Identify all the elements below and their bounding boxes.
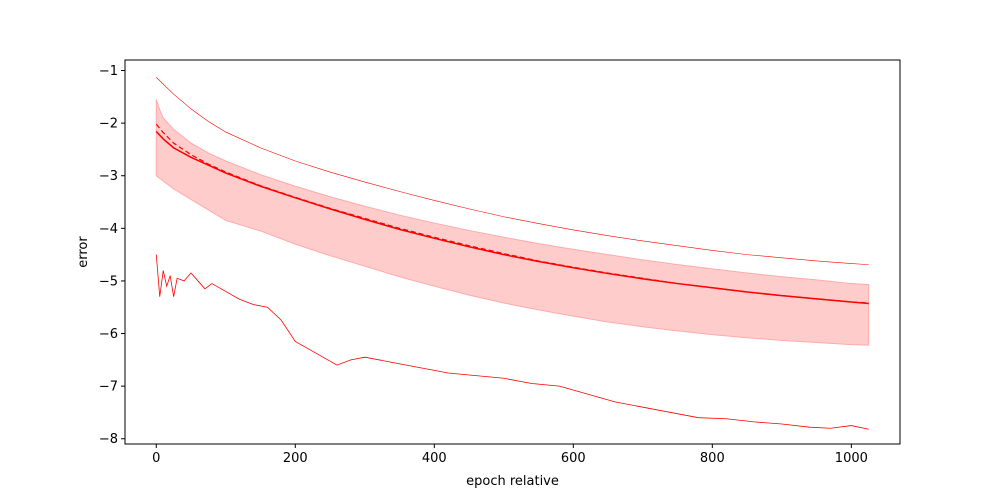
y-tick-label: −4 bbox=[99, 222, 118, 237]
dashed-line bbox=[155, 123, 869, 304]
axis-ticks: 0 200 400 600 800 1000 −8 −7 −6 −5 −4 −3 −2 −1 bbox=[99, 64, 868, 466]
upper-thin-line bbox=[156, 77, 869, 265]
std-band bbox=[155, 99, 870, 346]
x-tick-label: 1000 bbox=[835, 451, 868, 466]
mean-line bbox=[155, 131, 869, 305]
noisy-min-line bbox=[155, 254, 869, 430]
y-tick-label: −7 bbox=[99, 380, 118, 395]
y-tick-label: −5 bbox=[99, 274, 118, 289]
y-tick-label: −3 bbox=[99, 169, 118, 184]
plot-area bbox=[155, 77, 870, 430]
x-tick-label: 0 bbox=[152, 451, 160, 466]
x-tick-label: 200 bbox=[283, 451, 308, 466]
y-tick-label: −6 bbox=[99, 327, 118, 342]
x-tick-label: 400 bbox=[422, 451, 447, 466]
x-tick-label: 800 bbox=[700, 451, 725, 466]
y-axis-label: error bbox=[76, 236, 91, 268]
y-tick-label: −1 bbox=[99, 64, 118, 79]
y-tick-label: −8 bbox=[99, 432, 118, 447]
axes-frame bbox=[124, 59, 901, 445]
y-tick-label: −2 bbox=[99, 117, 118, 132]
x-axis-label: epoch relative bbox=[466, 474, 559, 489]
x-tick-label: 600 bbox=[561, 451, 586, 466]
